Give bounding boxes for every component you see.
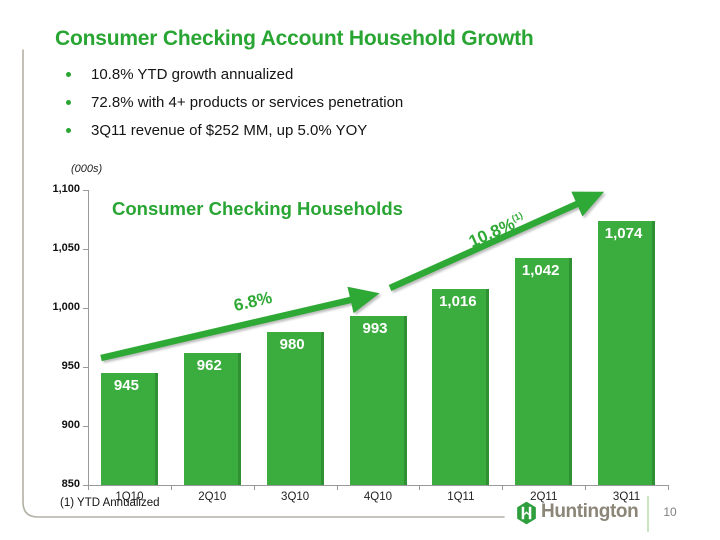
y-axis-tick-label: 1,050 bbox=[52, 242, 80, 254]
x-axis-category-label: 1Q10 bbox=[115, 491, 144, 503]
growth-label-text: 10.8% bbox=[465, 214, 518, 252]
y-axis-tick-label: 950 bbox=[61, 360, 80, 372]
y-axis-tick-label: 1,000 bbox=[52, 301, 80, 313]
bullet-text: 3Q11 revenue of $252 MM, up 5.0% YOY bbox=[91, 121, 368, 139]
bullet-icon bbox=[66, 71, 71, 77]
x-axis-tick-mark bbox=[253, 486, 255, 490]
bar-1Q11: 1,016 bbox=[432, 289, 490, 485]
bullet-text: 72.8% with 4+ products or services penet… bbox=[91, 93, 404, 111]
y-axis-tick-mark bbox=[83, 308, 88, 309]
growth-label-6-8: 6.8% bbox=[207, 282, 299, 322]
y-axis-tick-label: 850 bbox=[61, 478, 80, 490]
bar-3Q11: 1,074 bbox=[598, 220, 656, 485]
bullet-item: 72.8% with 4+ products or services penet… bbox=[62, 88, 403, 116]
x-axis-tick-mark bbox=[336, 486, 338, 490]
footnote: (1) YTD Annualized bbox=[60, 497, 160, 509]
bar-value-label: 993 bbox=[362, 320, 388, 338]
x-axis-tick-mark bbox=[88, 486, 89, 490]
x-axis-category-label: 3Q11 bbox=[612, 491, 641, 503]
bullet-item: 3Q11 revenue of $252 MM, up 5.0% YOY bbox=[62, 116, 403, 144]
x-axis-category-label: 3Q10 bbox=[281, 491, 310, 503]
x-axis-tick-mark bbox=[419, 486, 421, 490]
x-axis-line bbox=[88, 485, 669, 486]
bar-4Q10: 993 bbox=[349, 316, 407, 485]
bullet-icon bbox=[66, 127, 71, 133]
bullet-icon bbox=[66, 99, 71, 105]
y-axis-tick-mark bbox=[83, 426, 88, 427]
huntington-logo-icon bbox=[517, 501, 536, 525]
y-axis-tick-mark bbox=[83, 367, 88, 368]
growth-label-10-8: 10.8%(1) bbox=[438, 197, 556, 264]
x-axis-tick-mark bbox=[170, 486, 172, 490]
axis-unit-label: (000s) bbox=[71, 163, 103, 175]
bar-value-label: 1,042 bbox=[521, 262, 560, 280]
bullet-list: 10.8% YTD growth annualized 72.8% with 4… bbox=[62, 60, 403, 144]
bullet-text: 10.8% YTD growth annualized bbox=[91, 65, 294, 83]
page-number: 10 bbox=[663, 505, 677, 519]
y-axis-tick-mark bbox=[83, 249, 88, 250]
bar-value-label: 962 bbox=[196, 356, 222, 374]
bullet-item: 10.8% YTD growth annualized bbox=[62, 60, 403, 88]
x-axis-category-label: 2Q11 bbox=[530, 491, 558, 503]
bar-value-label: 980 bbox=[279, 335, 305, 353]
chart-title: Consumer Checking Households bbox=[112, 198, 403, 219]
bar-3Q10: 980 bbox=[266, 331, 324, 485]
y-axis-tick-mark bbox=[83, 190, 88, 191]
y-axis-tick-mark bbox=[83, 485, 88, 486]
x-axis-tick-mark bbox=[585, 486, 587, 490]
x-axis-tick-mark bbox=[668, 486, 669, 490]
huntington-wordmark: Huntington bbox=[541, 501, 639, 522]
page-title: Consumer Checking Account Household Grow… bbox=[55, 27, 534, 50]
y-axis-line bbox=[88, 190, 89, 485]
x-axis-category-label: 2Q10 bbox=[198, 491, 227, 503]
growth-label-text: 6.8% bbox=[231, 287, 274, 316]
bar-2Q11: 1,042 bbox=[515, 258, 573, 485]
bar-2Q10: 962 bbox=[183, 352, 241, 485]
x-axis-tick-mark bbox=[502, 486, 504, 490]
bar-1Q10: 945 bbox=[100, 372, 158, 485]
x-axis-category-label: 1Q11 bbox=[447, 491, 475, 503]
bar-value-label: 1,016 bbox=[439, 293, 477, 311]
y-axis-tick-label: 900 bbox=[61, 419, 80, 431]
bar-value-label: 945 bbox=[113, 376, 139, 394]
page-separator bbox=[647, 496, 649, 532]
bar-value-label: 1,074 bbox=[604, 224, 643, 242]
y-axis-tick-label: 1,100 bbox=[52, 183, 80, 195]
x-axis-category-label: 4Q10 bbox=[363, 491, 393, 503]
